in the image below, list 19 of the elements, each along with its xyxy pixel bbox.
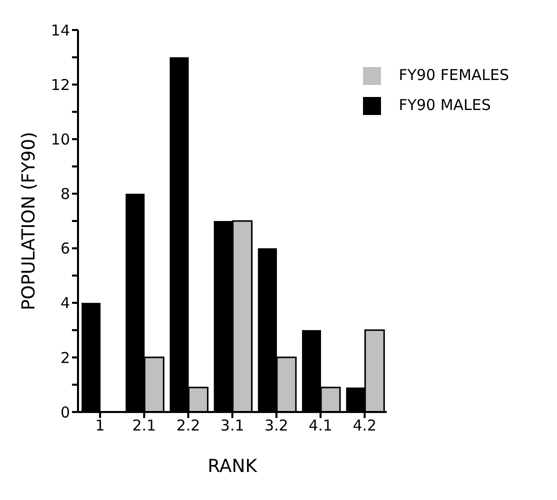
x-tick-label: 3.2 <box>264 416 288 435</box>
y-tick-label: 10 <box>50 130 70 148</box>
x-tick-label: 3.1 <box>220 416 244 435</box>
x-tick-label: 4.1 <box>308 416 332 435</box>
y-tick-label: 12 <box>50 76 70 94</box>
x-axis-title: RANK <box>208 456 258 477</box>
x-tick-label: 2.2 <box>176 416 200 435</box>
y-tick-label: 2 <box>60 348 70 367</box>
x-tick-label: 2.1 <box>132 416 156 435</box>
y-tick-label: 0 <box>60 403 70 422</box>
y-tick-label: 14 <box>50 21 70 40</box>
x-tick-label: 1 <box>95 416 105 435</box>
y-axis-title: POPULATION (FY90) <box>18 132 40 310</box>
legend-label: FY90 FEMALES <box>398 66 509 84</box>
y-tick-label: 8 <box>60 185 70 204</box>
x-tick-label: 4.2 <box>352 416 377 435</box>
legend-label: FY90 MALES <box>398 96 491 114</box>
y-tick-label: 4 <box>60 294 70 312</box>
y-tick-label: 6 <box>60 240 70 258</box>
